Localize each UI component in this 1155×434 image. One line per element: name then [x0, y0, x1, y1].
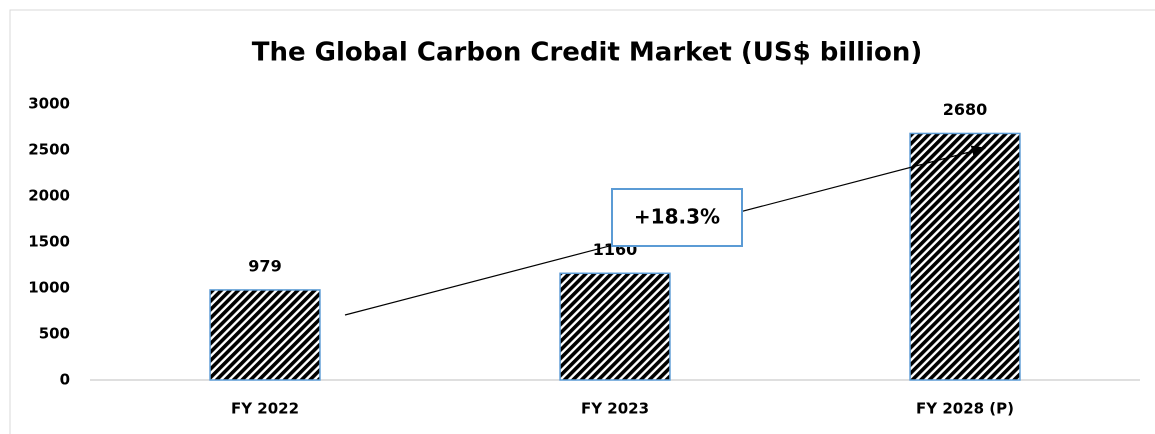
bar — [559, 272, 671, 381]
y-tick-label: 3000 — [28, 95, 70, 113]
bar — [209, 289, 321, 381]
annotation-box — [611, 188, 743, 247]
chart-title: The Global Carbon Credit Market (US$ bil… — [252, 38, 923, 68]
x-tick-label: FY 2023 — [581, 400, 649, 418]
data-label: 2680 — [943, 100, 988, 119]
chart-border — [9, 9, 1155, 434]
annotation: +18.3% — [634, 205, 720, 229]
y-tick-label: 2500 — [28, 141, 70, 159]
x-tick-label: FY 2028 (P) — [916, 400, 1014, 418]
y-tick-label: 1000 — [28, 279, 70, 297]
y-tick-label: 1500 — [28, 233, 70, 251]
x-tick-label: FY 2022 — [231, 400, 299, 418]
y-tick-label: 2000 — [28, 187, 70, 205]
data-label: 979 — [248, 256, 281, 275]
y-tick-label: 500 — [39, 325, 70, 343]
bar — [909, 132, 1021, 381]
y-tick-label: 0 — [60, 371, 70, 389]
